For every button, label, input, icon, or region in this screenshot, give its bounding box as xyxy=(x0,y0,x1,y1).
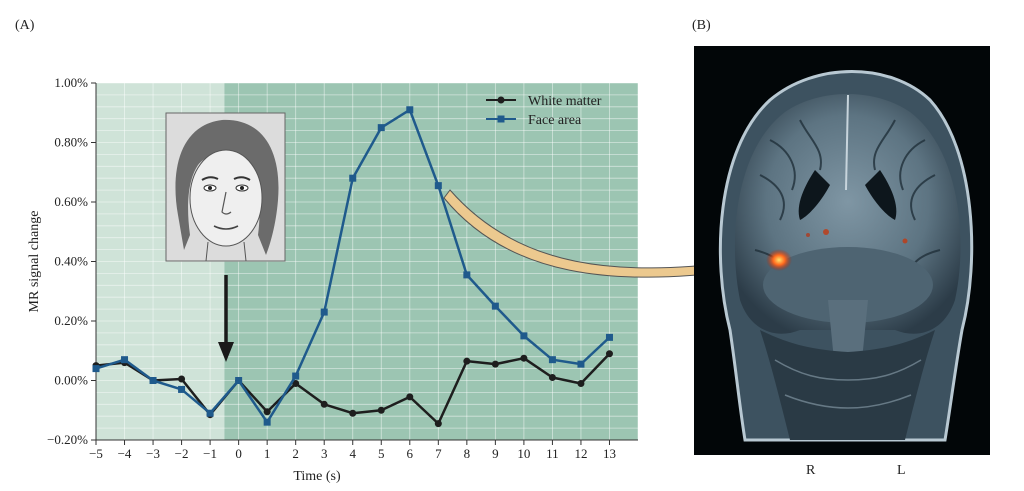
x-tick-label: 13 xyxy=(603,446,616,461)
x-tick-label: 11 xyxy=(546,446,559,461)
y-tick-label: −0.20% xyxy=(47,432,88,447)
x-tick-label: −3 xyxy=(146,446,160,461)
x-tick-label: −1 xyxy=(203,446,217,461)
legend-marker-white-matter xyxy=(497,96,505,104)
x-tick-label: 2 xyxy=(292,446,299,461)
data-point-face-area xyxy=(548,356,556,364)
x-tick-label: 7 xyxy=(435,446,442,461)
data-point-face-area xyxy=(121,356,129,364)
data-point-face-area xyxy=(206,409,214,417)
data-point-face-area xyxy=(577,360,585,368)
data-point-face-area xyxy=(263,418,271,426)
x-tick-label: 9 xyxy=(492,446,499,461)
data-point-white-matter xyxy=(349,409,357,417)
data-point-white-matter xyxy=(520,354,528,362)
x-tick-label: 5 xyxy=(378,446,385,461)
y-tick-label: 0.80% xyxy=(54,135,88,150)
x-tick-label: 6 xyxy=(407,446,414,461)
data-point-face-area xyxy=(463,271,471,279)
data-point-white-matter xyxy=(434,420,442,428)
data-point-white-matter xyxy=(263,408,271,416)
legend-marker-face-area xyxy=(497,115,505,123)
stimulus-onset-arrow xyxy=(218,275,234,362)
data-point-white-matter xyxy=(577,379,585,387)
data-point-face-area xyxy=(406,106,414,114)
data-point-face-area xyxy=(491,302,499,310)
face-stimulus-image xyxy=(165,112,286,262)
x-axis-title: Time (s) xyxy=(293,469,341,484)
x-tick-label: 8 xyxy=(464,446,471,461)
y-tick-label: 0.00% xyxy=(54,373,88,388)
x-tick-label: 3 xyxy=(321,446,328,461)
data-point-face-area xyxy=(520,332,528,340)
brainstem xyxy=(828,300,868,360)
x-tick-label: 0 xyxy=(235,446,242,461)
data-point-white-matter xyxy=(548,374,556,382)
y-tick-label: 0.40% xyxy=(54,254,88,269)
panel-b-label: (B) xyxy=(692,18,711,33)
cerebellum xyxy=(763,247,933,323)
data-point-white-matter xyxy=(605,350,613,358)
chart-series xyxy=(92,106,613,428)
data-point-face-area xyxy=(149,377,157,384)
data-point-white-matter xyxy=(178,375,186,383)
chart-axes: −0.20% 0.00% 0.20% 0.40% 0.60% 0.80% 1.00% −5 −4… xyxy=(27,75,638,484)
x-tick-label: −5 xyxy=(89,446,103,461)
data-point-white-matter xyxy=(377,406,385,414)
data-point-face-area xyxy=(377,124,385,132)
data-point-white-matter xyxy=(491,360,499,368)
brain-left-label: L xyxy=(897,463,906,478)
data-point-face-area xyxy=(92,365,100,373)
x-tick-label: 12 xyxy=(574,446,587,461)
data-point-face-area xyxy=(292,372,300,380)
brain-right-label: R xyxy=(806,463,816,478)
face-area-activation xyxy=(766,249,792,271)
sulci xyxy=(754,119,941,286)
ventricle-left xyxy=(865,170,897,220)
data-point-face-area xyxy=(605,333,613,341)
y-axis-title: MR signal change xyxy=(27,211,42,313)
data-point-face-area xyxy=(434,182,442,190)
ventricle-right xyxy=(798,170,830,220)
y-tick-label: 1.00% xyxy=(54,75,88,90)
data-point-face-area xyxy=(178,385,186,393)
y-tick-label: 0.60% xyxy=(54,194,88,209)
legend-label-face-area: Face area xyxy=(528,113,582,128)
x-tick-label: −2 xyxy=(175,446,189,461)
x-tick-label: −4 xyxy=(118,446,132,461)
neck-tissue xyxy=(760,330,935,440)
data-point-white-matter xyxy=(292,379,300,387)
panel-a-label: (A) xyxy=(15,18,35,33)
x-tick-label: 1 xyxy=(264,446,271,461)
data-point-white-matter xyxy=(320,400,328,408)
x-tick-label: 10 xyxy=(517,446,530,461)
data-point-face-area xyxy=(235,377,243,384)
data-point-white-matter xyxy=(406,393,414,401)
data-point-face-area xyxy=(349,174,357,182)
legend-label-white-matter: White matter xyxy=(528,94,602,109)
data-point-face-area xyxy=(320,308,328,316)
data-point-white-matter xyxy=(463,357,471,365)
x-tick-label: 4 xyxy=(349,446,356,461)
y-tick-label: 0.20% xyxy=(54,313,88,328)
chart-legend: White matter Face area xyxy=(486,94,602,128)
